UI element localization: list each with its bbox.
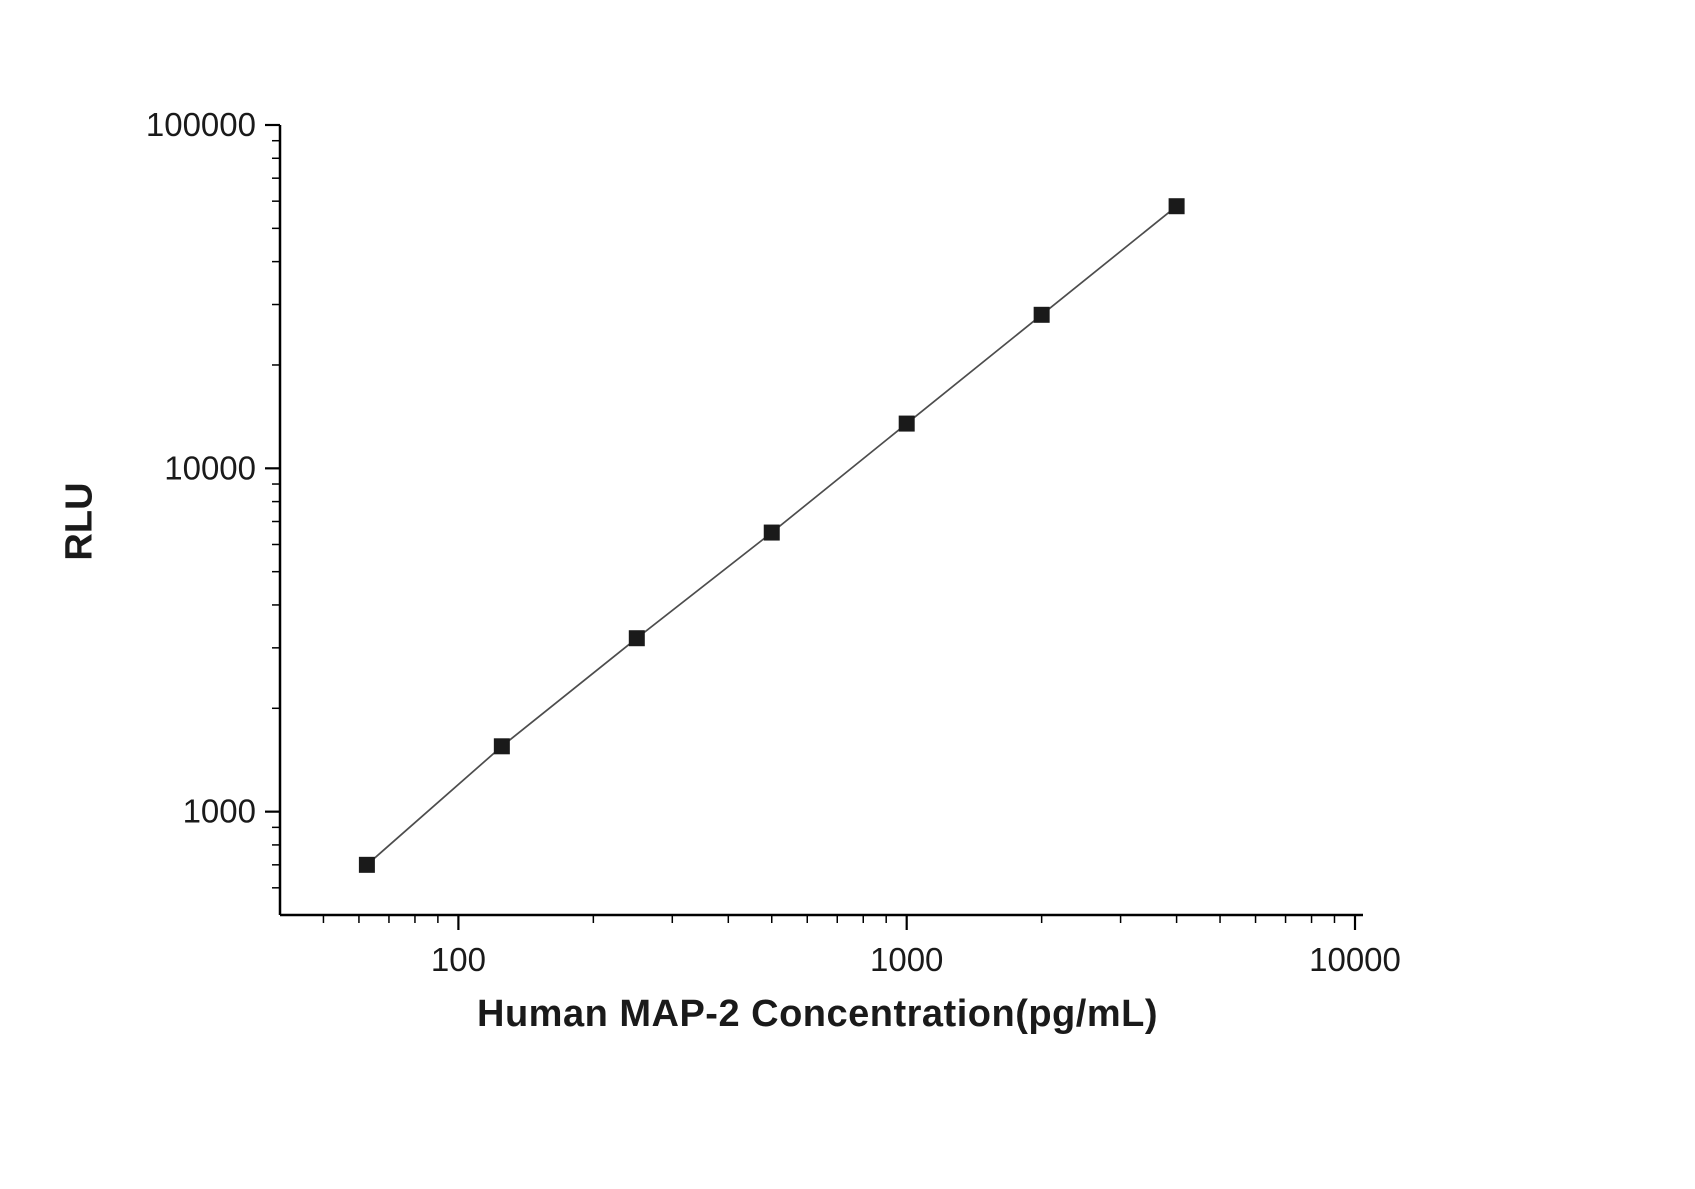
x-tick-label: 10000 [1309, 941, 1401, 978]
y-axis-title: RLU [58, 482, 101, 561]
data-point-marker [493, 738, 510, 755]
data-point-marker [763, 524, 780, 541]
x-tick-label: 100 [431, 941, 486, 978]
data-point-marker [1033, 306, 1050, 323]
data-point-marker [898, 415, 915, 432]
y-tick-label: 100000 [146, 106, 256, 143]
y-tick-label: 1000 [183, 793, 256, 830]
y-tick-label: 10000 [164, 449, 256, 486]
x-axis-title: Human MAP-2 Concentration(pg/mL) [477, 993, 1158, 1035]
data-point-marker [1168, 198, 1185, 215]
data-point-marker [628, 630, 645, 647]
x-tick-label: 1000 [870, 941, 943, 978]
data-point-marker [358, 856, 375, 873]
